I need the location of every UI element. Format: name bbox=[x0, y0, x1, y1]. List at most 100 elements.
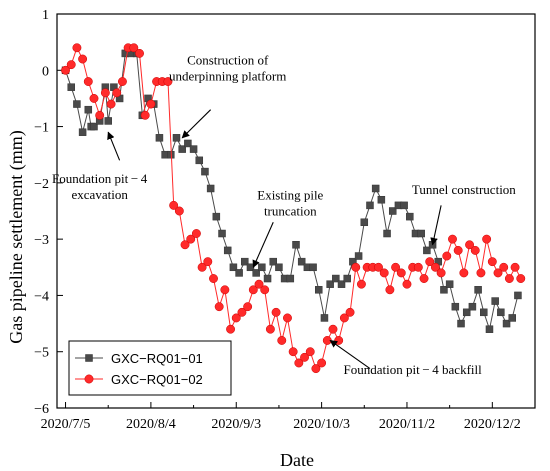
legend-marker bbox=[84, 374, 94, 384]
data-point bbox=[117, 77, 127, 86]
data-point bbox=[374, 262, 383, 272]
data-point bbox=[514, 291, 522, 300]
data-point bbox=[269, 257, 277, 266]
annotation-line: Foundation pit − 4 backfill bbox=[344, 362, 483, 377]
data-point bbox=[351, 262, 361, 272]
annotation-label: Existing pile truncation bbox=[257, 188, 323, 219]
data-point bbox=[366, 201, 374, 210]
data-point bbox=[339, 313, 349, 323]
data-point bbox=[504, 274, 514, 283]
data-point bbox=[317, 358, 327, 368]
data-point bbox=[476, 268, 486, 278]
annotation-label: Foundation pit − 4 backfill bbox=[344, 362, 483, 377]
data-point bbox=[180, 240, 190, 250]
annotation: Construction of underpinning platform bbox=[169, 53, 286, 139]
data-point bbox=[195, 156, 204, 165]
annotation-label: Construction of underpinning platform bbox=[169, 53, 286, 84]
data-point bbox=[436, 268, 446, 278]
data-point bbox=[226, 324, 236, 334]
data-point bbox=[214, 302, 224, 312]
data-point bbox=[425, 257, 435, 267]
data-point bbox=[229, 263, 238, 272]
annotation: Foundation pit − 4 backfill bbox=[329, 340, 483, 377]
data-point bbox=[379, 268, 389, 278]
annotation-line: excavation bbox=[72, 187, 129, 202]
data-point bbox=[220, 285, 230, 295]
data-point bbox=[78, 128, 87, 136]
data-point bbox=[457, 319, 465, 328]
data-point bbox=[419, 274, 429, 283]
data-point bbox=[459, 268, 469, 278]
data-point bbox=[315, 286, 323, 294]
data-point bbox=[67, 83, 75, 91]
data-point bbox=[480, 308, 488, 317]
annotation-arrow bbox=[252, 222, 274, 268]
plot-frame bbox=[56, 13, 536, 409]
data-point bbox=[129, 43, 139, 53]
y-tick-label: −1 bbox=[34, 121, 49, 136]
y-tick-label: −6 bbox=[34, 402, 49, 417]
data-point bbox=[383, 229, 391, 238]
data-point bbox=[90, 122, 98, 131]
data-point bbox=[343, 274, 351, 283]
data-point bbox=[95, 110, 105, 120]
annotation-line: underpinning platform bbox=[169, 69, 286, 84]
data-point bbox=[209, 274, 218, 283]
data-point bbox=[189, 145, 198, 153]
data-point bbox=[172, 134, 181, 142]
data-point bbox=[258, 263, 266, 272]
data-point bbox=[354, 252, 363, 260]
data-point bbox=[203, 257, 213, 267]
data-point bbox=[497, 308, 505, 317]
data-point bbox=[451, 302, 460, 311]
data-point bbox=[223, 246, 232, 255]
data-point bbox=[212, 212, 221, 221]
data-point bbox=[174, 206, 184, 216]
data-point bbox=[400, 201, 408, 210]
data-point bbox=[112, 88, 122, 98]
data-point bbox=[305, 347, 315, 357]
data-point bbox=[502, 319, 511, 328]
data-point bbox=[292, 241, 300, 249]
data-point bbox=[178, 145, 186, 153]
annotation-line: Construction of bbox=[187, 53, 269, 68]
x-tick-label: 2020/11/2 bbox=[379, 417, 435, 432]
data-point bbox=[334, 336, 344, 345]
annotation-line: Tunnel construction bbox=[412, 182, 516, 197]
annotation: Existing pile truncation bbox=[252, 188, 324, 268]
data-point bbox=[135, 48, 144, 58]
legend-marker bbox=[85, 354, 93, 362]
data-point bbox=[487, 257, 497, 267]
data-point bbox=[78, 54, 88, 64]
data-point bbox=[100, 88, 110, 98]
series-layer bbox=[61, 43, 526, 374]
data-point bbox=[248, 285, 258, 295]
annotation: Tunnel construction bbox=[412, 182, 516, 246]
plot-border bbox=[56, 13, 536, 409]
y-tick-label: −4 bbox=[34, 289, 49, 304]
data-point bbox=[231, 313, 241, 323]
data-point bbox=[300, 352, 309, 362]
data-point bbox=[186, 234, 196, 244]
data-point bbox=[377, 195, 386, 204]
annotation: Foundation pit − 4 excavation bbox=[52, 131, 148, 202]
data-point bbox=[493, 268, 503, 278]
data-point bbox=[89, 93, 99, 103]
data-point bbox=[326, 280, 334, 288]
y-tick-label: 1 bbox=[42, 8, 49, 23]
data-point bbox=[371, 184, 380, 193]
data-point bbox=[294, 358, 304, 368]
data-point bbox=[297, 257, 306, 266]
data-point bbox=[499, 262, 509, 272]
legend-label: GXC−RQ01−02 bbox=[111, 372, 203, 387]
data-point bbox=[265, 324, 275, 334]
data-point bbox=[271, 307, 281, 317]
data-point bbox=[510, 262, 520, 272]
data-point bbox=[243, 302, 253, 312]
data-point bbox=[402, 279, 412, 289]
annotation-line: truncation bbox=[264, 204, 317, 219]
data-point bbox=[468, 302, 477, 311]
annotation-arrow bbox=[430, 205, 442, 246]
data-point bbox=[252, 269, 260, 277]
